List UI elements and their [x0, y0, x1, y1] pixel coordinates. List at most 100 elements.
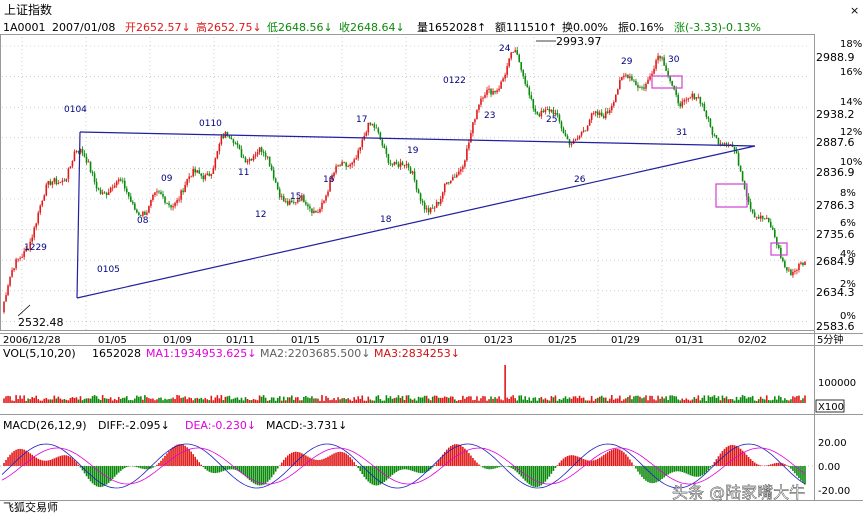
candle-body — [251, 159, 253, 160]
volume-bar — [345, 399, 347, 403]
period-label[interactable]: 5分钟 — [817, 333, 843, 346]
macd-bar — [774, 463, 776, 466]
volume-bar — [287, 397, 289, 403]
volume-bar — [96, 396, 98, 403]
candle-body — [774, 230, 776, 238]
macd-bar — [317, 460, 319, 466]
volume-bar — [671, 395, 673, 403]
volume-bar — [213, 400, 215, 403]
macd-bar — [303, 454, 305, 466]
candle-body — [649, 76, 651, 79]
volume-bar — [363, 401, 365, 403]
macd-bar — [603, 455, 605, 466]
volume-bar — [418, 397, 420, 403]
candle-body — [458, 171, 460, 174]
candle-body — [667, 71, 669, 76]
volume-bar — [275, 401, 277, 403]
close-icon[interactable]: × — [850, 4, 859, 17]
volume-bar — [33, 398, 35, 403]
macd-bar — [146, 466, 148, 469]
volume-bar — [422, 397, 424, 403]
macd-bar — [400, 466, 402, 470]
candle-body — [750, 202, 752, 209]
macd-bar — [726, 447, 728, 466]
candle-body — [233, 139, 235, 142]
candle-body — [47, 181, 49, 185]
macd-bar — [800, 466, 802, 481]
volume-bar — [68, 400, 70, 403]
macd-bar — [798, 466, 800, 478]
volume-bar — [293, 400, 295, 403]
volume-bar — [78, 400, 80, 403]
candle-body — [722, 144, 724, 145]
volume-bar — [307, 397, 309, 403]
volume-bar — [617, 398, 619, 403]
volume-bar — [227, 396, 229, 403]
volume-bar — [724, 398, 726, 403]
macd-bar — [378, 466, 380, 485]
volume-bar — [613, 400, 615, 403]
macd-bar — [408, 466, 410, 470]
macd-bar — [597, 459, 599, 466]
volume-bar — [744, 396, 746, 403]
volume-bar — [649, 396, 651, 403]
axis-percent: 18% — [840, 39, 862, 50]
axis-percent: 2% — [840, 279, 856, 290]
macd-bar — [482, 466, 484, 468]
volume-bar — [160, 398, 162, 403]
volume-bar — [259, 395, 261, 403]
macd-bar — [776, 463, 778, 466]
volume-bar — [365, 401, 367, 403]
volume-bar — [474, 400, 476, 403]
macd-bar — [313, 459, 315, 466]
volume-bar — [9, 396, 11, 403]
volume-bar — [369, 399, 371, 403]
macd-bar — [607, 452, 609, 466]
volume-bar — [88, 398, 90, 403]
axis-price: 2938.2 — [816, 108, 855, 121]
volume-bar — [112, 400, 114, 403]
candle-body — [474, 119, 476, 122]
macd-bar — [637, 466, 639, 472]
macd-bar — [543, 466, 545, 484]
candle-body — [655, 60, 657, 69]
volume-bar — [706, 401, 708, 403]
volume-bar — [635, 396, 637, 403]
macd-bar — [138, 466, 140, 468]
macd-bar — [198, 462, 200, 466]
macd-bar — [386, 466, 388, 480]
volume-bar — [329, 400, 331, 403]
macd-bar — [414, 466, 416, 472]
candle-body — [756, 217, 758, 218]
macd-bar — [287, 455, 289, 466]
volume-bar — [498, 396, 500, 403]
macd-bar — [68, 456, 70, 466]
candle-body — [9, 277, 11, 286]
macd-bar — [37, 459, 39, 466]
volume-bar — [524, 396, 526, 403]
volume-bar — [748, 397, 750, 403]
volume-bar — [694, 397, 696, 403]
candle-body — [265, 153, 267, 157]
volume-bar — [575, 396, 577, 403]
volume-bar — [432, 397, 434, 403]
wave-label: 08 — [137, 216, 149, 226]
volume-bar — [651, 396, 653, 403]
volume-bar — [359, 399, 361, 403]
macd-bar — [341, 452, 343, 466]
volume-bar — [609, 399, 611, 403]
macd-bar — [478, 465, 480, 466]
macd-bar — [140, 466, 142, 468]
macd-bar — [70, 457, 72, 466]
volume-bar — [76, 397, 78, 403]
change-value: 涨(-3.33)-0.13% — [674, 21, 761, 34]
macd-bar — [472, 458, 474, 466]
volume-bar — [573, 396, 575, 403]
volume-bar — [716, 398, 718, 403]
volume-bar — [625, 398, 627, 403]
volume-bar — [750, 397, 752, 403]
candle-body — [601, 113, 603, 116]
macd-bar — [43, 461, 45, 466]
candle-body — [804, 261, 806, 265]
candle-body — [120, 179, 122, 180]
